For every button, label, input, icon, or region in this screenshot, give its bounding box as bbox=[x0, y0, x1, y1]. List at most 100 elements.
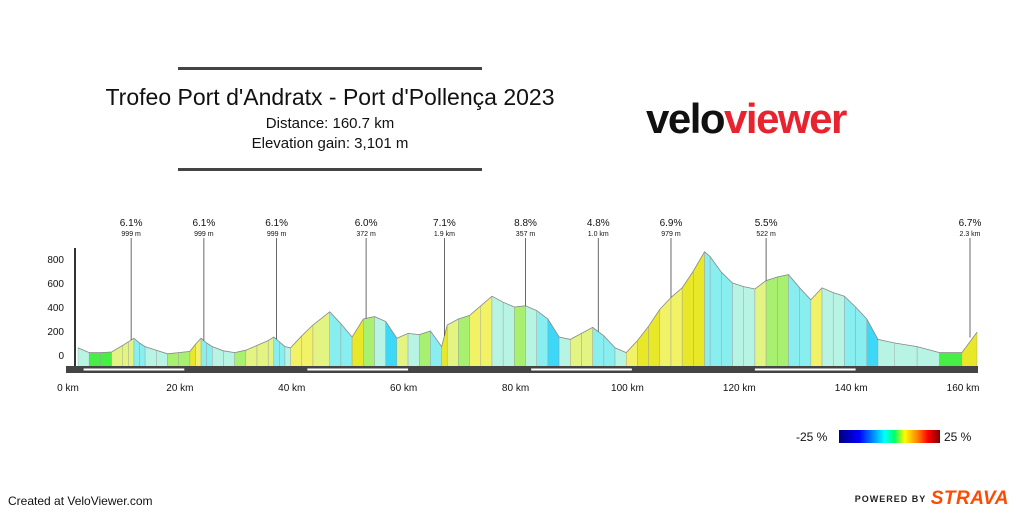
strava-logo: STRAVA bbox=[930, 488, 1009, 509]
profile-segment bbox=[234, 349, 247, 368]
logo-part-viewer: viewer bbox=[724, 95, 847, 142]
climb-length-label: 357 m bbox=[516, 231, 536, 238]
profile-segment bbox=[536, 310, 549, 368]
logo-part-velo: velo bbox=[646, 95, 726, 142]
climb-gradient-label: 4.8% bbox=[587, 218, 610, 229]
profile-segment bbox=[833, 292, 845, 368]
profile-outline bbox=[77, 251, 978, 355]
legend-min-label: -25 % bbox=[796, 430, 828, 444]
profile-segment bbox=[704, 251, 711, 368]
profile-segment bbox=[77, 347, 90, 368]
profile-segment bbox=[614, 347, 627, 368]
profile-segment bbox=[799, 287, 812, 368]
climb-length-label: 999 m bbox=[267, 231, 287, 238]
y-tick-label: 200 bbox=[47, 327, 64, 338]
profile-segment bbox=[626, 340, 638, 368]
elevation-chart: 0 200 400 600 800 0 km 20 km 40 km 60 km 80 km 100… bbox=[47, 218, 982, 394]
y-tick-label: 600 bbox=[47, 279, 64, 290]
profile-segment bbox=[821, 287, 834, 368]
profile-segment bbox=[206, 342, 213, 368]
profile-segment bbox=[581, 327, 593, 368]
profile-segment bbox=[866, 318, 879, 368]
climb-gradient-label: 6.1% bbox=[265, 218, 288, 229]
profile-segment bbox=[156, 349, 168, 368]
profile-segment bbox=[637, 325, 649, 368]
profile-segment bbox=[855, 306, 867, 368]
profile-segment bbox=[284, 346, 291, 368]
profile-segment bbox=[329, 311, 342, 368]
profile-segment bbox=[547, 318, 560, 368]
profile-segment bbox=[844, 295, 856, 368]
profile-segment bbox=[178, 351, 191, 368]
powered-by-label: POWERED BY bbox=[854, 494, 927, 504]
profile-segment bbox=[709, 255, 722, 368]
profile-segment bbox=[312, 311, 330, 368]
distance-bar-segment bbox=[307, 368, 409, 371]
climb-length-label: 979 m bbox=[661, 231, 681, 238]
profile-segment bbox=[139, 342, 146, 368]
profile-segment bbox=[167, 352, 179, 368]
profile-segment bbox=[419, 330, 431, 368]
x-tick-label: 160 km bbox=[947, 383, 980, 394]
profile-segment bbox=[374, 316, 386, 368]
y-tick-label: 0 bbox=[58, 351, 64, 362]
distance-bar-segment bbox=[83, 368, 185, 371]
profile-segment bbox=[396, 333, 409, 368]
climb-length-label: 372 m bbox=[356, 231, 376, 238]
profile-segment bbox=[502, 301, 515, 368]
profile-segment bbox=[558, 336, 571, 368]
climb-gradient-label: 5.5% bbox=[755, 218, 778, 229]
profile-segment bbox=[480, 295, 493, 368]
profile-segment bbox=[788, 274, 800, 368]
climb-gradient-label: 6.7% bbox=[959, 218, 982, 229]
profile-segment bbox=[245, 345, 258, 368]
profile-segment bbox=[469, 305, 481, 368]
profile-segment bbox=[268, 336, 274, 368]
x-tick-label: 40 km bbox=[278, 383, 305, 394]
profile-segment bbox=[385, 320, 398, 368]
profile-segment bbox=[88, 352, 101, 368]
x-tick-label: 80 km bbox=[502, 383, 529, 394]
climb-length-label: 1.0 km bbox=[588, 231, 609, 238]
profile-segment bbox=[743, 286, 756, 368]
legend-max-label: 25 % bbox=[944, 430, 972, 444]
profile-segment bbox=[491, 295, 504, 368]
profile-segment bbox=[603, 335, 616, 368]
profile-segment bbox=[754, 280, 767, 368]
profile-segment bbox=[363, 316, 375, 368]
elevation-gain-label: Elevation gain: 3,101 m bbox=[251, 135, 409, 152]
climb-gradient-label: 6.1% bbox=[120, 218, 143, 229]
chart-title: Trofeo Port d'Andratx - Port d'Pollença … bbox=[105, 84, 555, 110]
climb-length-label: 999 m bbox=[121, 231, 141, 238]
profile-segment bbox=[810, 287, 823, 368]
profile-segment bbox=[100, 351, 112, 368]
x-tick-label: 20 km bbox=[166, 383, 193, 394]
profile-segment bbox=[351, 318, 364, 368]
distance-bar bbox=[66, 366, 978, 373]
gradient-legend-bar bbox=[839, 430, 940, 443]
profile-segment bbox=[407, 333, 420, 368]
bottom-rule bbox=[178, 168, 482, 171]
created-at-label: Created at VeloViewer.com bbox=[8, 494, 153, 508]
profile-segment bbox=[290, 335, 302, 368]
powered-by-strava: POWERED BY STRAVA bbox=[855, 488, 1009, 510]
climb-length-label: 2.3 km bbox=[959, 231, 980, 238]
x-tick-label: 140 km bbox=[835, 383, 868, 394]
profile-segment bbox=[447, 318, 459, 368]
climb-gradient-label: 8.8% bbox=[514, 218, 537, 229]
profile-segment bbox=[223, 350, 235, 368]
profile-segment bbox=[430, 330, 442, 368]
climb-length-label: 1.9 km bbox=[434, 231, 455, 238]
x-tick-label: 100 km bbox=[611, 383, 644, 394]
x-tick-label: 0 km bbox=[57, 383, 79, 394]
profile-segment bbox=[592, 326, 605, 368]
distance-label: Distance: 160.7 km bbox=[265, 115, 395, 132]
profile-segment bbox=[894, 342, 918, 368]
top-rule bbox=[178, 67, 482, 70]
distance-bar-segment bbox=[531, 368, 632, 371]
profile-segment bbox=[777, 274, 789, 368]
profile-segment bbox=[458, 315, 470, 368]
profile-segment bbox=[732, 282, 744, 368]
profile-segment bbox=[128, 337, 135, 368]
climb-gradient-label: 7.1% bbox=[433, 218, 456, 229]
